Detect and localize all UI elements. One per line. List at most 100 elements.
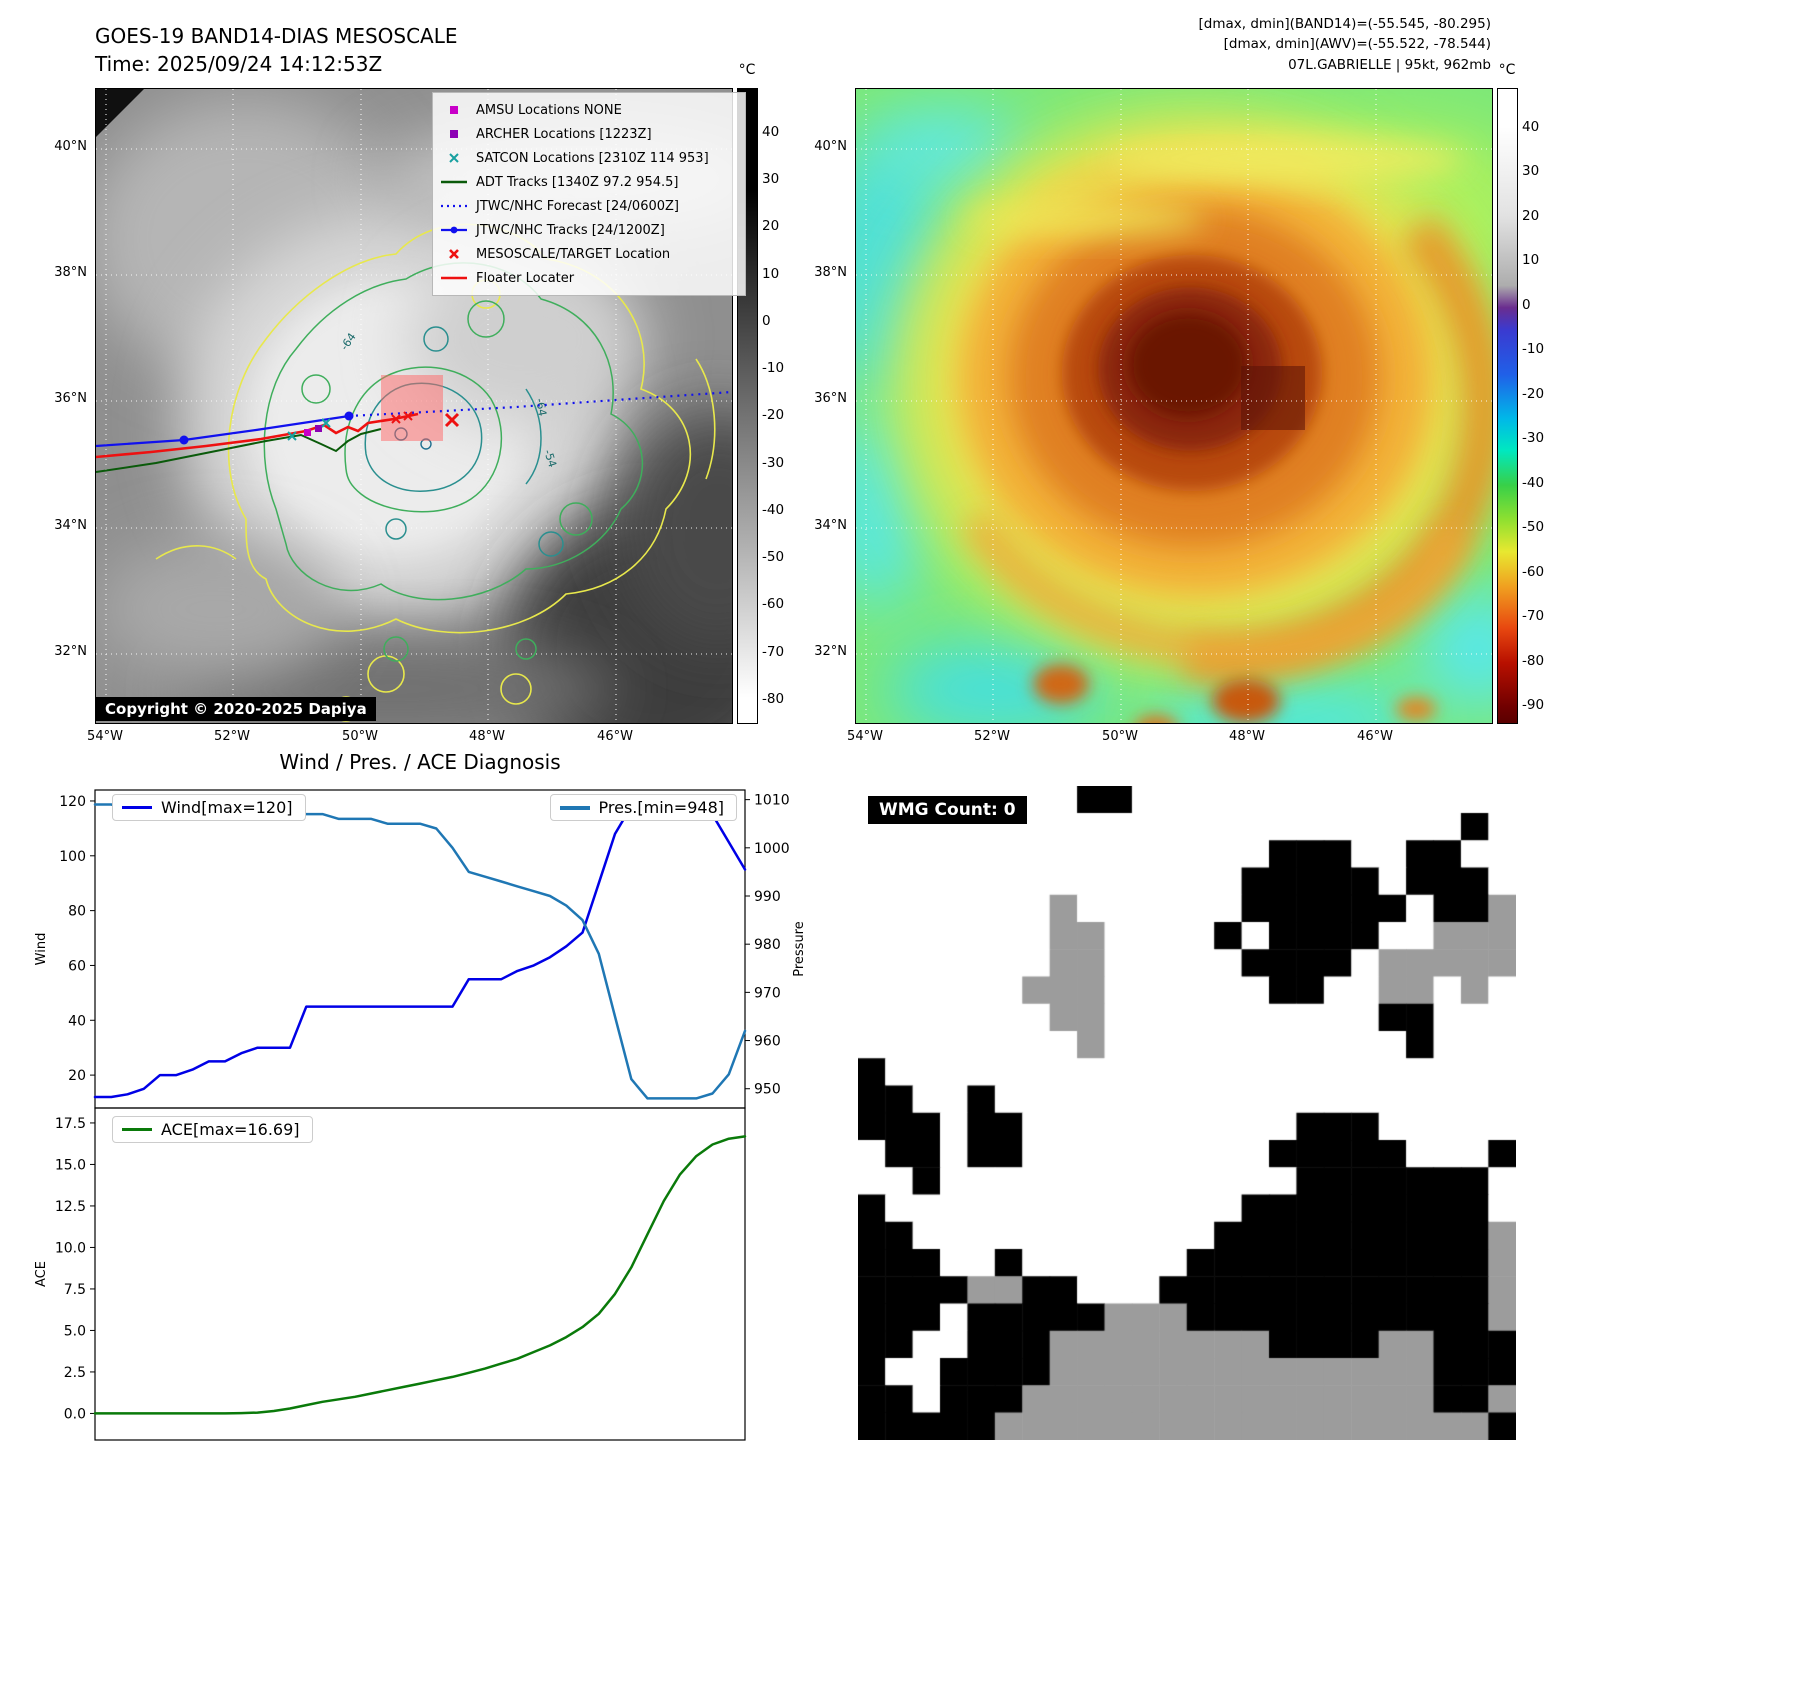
legend-label: ADT Tracks [1340Z 97.2 954.5] bbox=[476, 174, 679, 190]
awv-colorbar-unit: °C bbox=[1498, 62, 1516, 78]
band14-corner-wedge bbox=[96, 89, 144, 137]
y-tick-label: 20 bbox=[68, 1068, 86, 1084]
colorbar-tick-label: -80 bbox=[762, 690, 785, 707]
pres-line-sample bbox=[559, 805, 590, 810]
legend-item-amsu: AMSU Locations NONE bbox=[439, 98, 739, 122]
plot-frame bbox=[94, 789, 746, 1109]
colorbar-tick-label: -20 bbox=[1522, 385, 1545, 402]
colorbar-tick-label: -90 bbox=[1522, 697, 1545, 714]
ace-legend-label: ACE[max=16.69] bbox=[161, 1120, 300, 1139]
y-tick-label: 1000 bbox=[754, 841, 790, 857]
y-tick-label: 80 bbox=[68, 904, 86, 920]
legend-item-satcon: SATCON Locations [2310Z 114 953] bbox=[439, 146, 739, 170]
awv-header-block: [dmax, dmin](BAND14)=(-55.545, -80.295) … bbox=[1199, 14, 1491, 75]
legend-item-forecast: JTWC/NHC Forecast [24/0600Z] bbox=[439, 194, 739, 218]
contour-teal bbox=[364, 326, 564, 557]
band14-map-image: -64 -64 -54 bbox=[96, 89, 732, 723]
colorbar-tick-label: -30 bbox=[762, 454, 785, 471]
ace-line-sample bbox=[122, 1128, 152, 1131]
y-axis-label: ACE bbox=[34, 1261, 49, 1287]
lon-tick-label: 52°W bbox=[974, 729, 1010, 744]
square-purple-icon bbox=[450, 130, 458, 138]
y-tick-label: 60 bbox=[68, 958, 86, 974]
target-x-marker bbox=[444, 412, 460, 428]
lat-tick-label: 36°N bbox=[54, 391, 87, 406]
contour-label: -54 bbox=[541, 448, 559, 469]
y-tick-label: 7.5 bbox=[64, 1282, 86, 1298]
wind-legend: Wind[max=120] bbox=[112, 794, 306, 821]
lat-tick-label: 34°N bbox=[54, 518, 87, 533]
lat-tick-label: 40°N bbox=[814, 139, 847, 154]
colorbar-tick-label: -60 bbox=[762, 596, 785, 613]
legend-item-floater: Floater Locater bbox=[439, 266, 739, 290]
colorbar-tick-label: -50 bbox=[1522, 519, 1545, 536]
y-tick-label: 5.0 bbox=[64, 1323, 86, 1339]
colorbar-tick-label: 0 bbox=[1522, 296, 1531, 313]
band14-title: GOES-19 BAND14-DIAS MESOSCALE bbox=[95, 24, 458, 48]
jtwc-track-line bbox=[96, 414, 350, 448]
y-tick-label: 990 bbox=[754, 889, 781, 905]
lat-tick-label: 40°N bbox=[54, 139, 87, 154]
colorbar-tick-label: 30 bbox=[1522, 163, 1540, 180]
awv-map-image bbox=[856, 89, 1492, 723]
wind-line-sample bbox=[122, 806, 152, 809]
colorbar-tick-label: -10 bbox=[1522, 341, 1545, 358]
y-tick-label: 100 bbox=[59, 849, 86, 865]
adt-track-line bbox=[96, 428, 382, 473]
colorbar-tick-label: -80 bbox=[1522, 652, 1545, 669]
colorbar-tick-label: 40 bbox=[762, 124, 780, 140]
satcon-marker bbox=[287, 418, 331, 441]
y-tick-label: 2.5 bbox=[64, 1365, 86, 1381]
dotted-blue-line-icon bbox=[441, 204, 467, 208]
legend-label: MESOSCALE/TARGET Location bbox=[476, 246, 671, 262]
legend-item-tracks: JTWC/NHC Tracks [24/1200Z] bbox=[439, 218, 739, 242]
lat-tick-label: 32°N bbox=[814, 644, 847, 659]
band14-colorbar-unit: °C bbox=[738, 62, 756, 78]
line-red-icon bbox=[441, 276, 467, 280]
series-wind bbox=[93, 799, 747, 1099]
colorbar-tick-label: 10 bbox=[1522, 252, 1540, 269]
colorbar-tick-label: -10 bbox=[762, 360, 785, 377]
colorbar-tick-label: -70 bbox=[762, 643, 785, 660]
colorbar-tick-label: 30 bbox=[762, 171, 780, 188]
legend-label: SATCON Locations [2310Z 114 953] bbox=[476, 150, 709, 166]
colorbar-tick-label: 20 bbox=[762, 218, 780, 235]
legend-item-archer: ARCHER Locations [1223Z] bbox=[439, 122, 739, 146]
y-tick-label: 950 bbox=[754, 1082, 781, 1098]
pres-legend: Pres.[min=948] bbox=[549, 794, 737, 821]
series-pres bbox=[93, 803, 747, 1100]
archer-marker bbox=[315, 425, 322, 432]
colorbar-tick-label: -30 bbox=[1522, 430, 1545, 447]
colorbar-tick-label: 0 bbox=[762, 312, 771, 329]
band14-title-block: GOES-19 BAND14-DIAS MESOSCALE Time: 2025… bbox=[95, 22, 458, 78]
chart-title: Wind / Pres. / ACE Diagnosis bbox=[279, 750, 561, 774]
diagnosis-chart: 20 40 60 80 100 120 950 960 970 980 990 1000 1010 Win… bbox=[34, 789, 807, 1441]
colorbar-tick-label: -20 bbox=[762, 407, 785, 424]
legend-label: JTWC/NHC Tracks [24/1200Z] bbox=[476, 222, 665, 238]
y-tick-label: 970 bbox=[754, 985, 781, 1001]
colorbar-tick-label: -40 bbox=[762, 501, 785, 518]
y-tick-label: 0.0 bbox=[64, 1406, 86, 1422]
y-tick-label: 1010 bbox=[754, 793, 790, 809]
legend-label: AMSU Locations NONE bbox=[476, 102, 622, 118]
plot-frame bbox=[94, 1107, 746, 1441]
legend-label: JTWC/NHC Forecast [24/0600Z] bbox=[476, 198, 679, 214]
legend-item-adt: ADT Tracks [1340Z 97.2 954.5] bbox=[439, 170, 739, 194]
square-magenta-icon bbox=[450, 106, 458, 114]
x-red-icon bbox=[449, 249, 459, 259]
archer-marker bbox=[304, 429, 311, 436]
awv-graticule bbox=[856, 89, 1492, 723]
blue-line-dot-icon bbox=[441, 226, 467, 234]
colorbar-tick-label: -50 bbox=[762, 549, 785, 566]
y-tick-label: 12.5 bbox=[55, 1199, 86, 1215]
mesoscale-target-box bbox=[381, 375, 443, 441]
lon-tick-label: 48°W bbox=[469, 729, 505, 744]
awv-colorbar bbox=[1497, 88, 1518, 724]
jtwc-track-point bbox=[179, 435, 189, 445]
lat-tick-label: 34°N bbox=[814, 518, 847, 533]
legend-label: ARCHER Locations [1223Z] bbox=[476, 126, 652, 142]
contour-label: -64 bbox=[533, 397, 549, 417]
pres-legend-label: Pres.[min=948] bbox=[598, 798, 724, 817]
band14-time: Time: 2025/09/24 14:12:53Z bbox=[95, 52, 383, 76]
lon-tick-label: 50°W bbox=[342, 729, 378, 744]
